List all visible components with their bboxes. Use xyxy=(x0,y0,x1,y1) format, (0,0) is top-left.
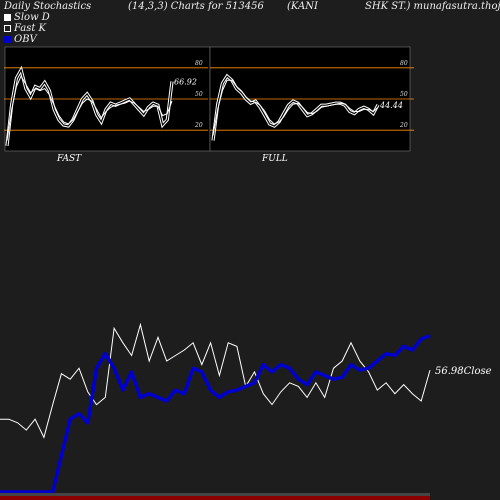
legend-slow-d: Slow D xyxy=(4,12,50,23)
company-name-start: (KANI xyxy=(287,1,318,12)
obv-swatch xyxy=(4,36,11,43)
full-last-value-label: 44.44 xyxy=(379,101,403,110)
legend-label-slow-d: Slow D xyxy=(14,12,50,23)
fast-tick-label: 80 xyxy=(195,60,203,67)
chart-params: (14,3,3) Charts for 513456 xyxy=(128,1,264,12)
close-price-label: 56.98Close xyxy=(435,366,492,377)
legend-obv: OBV xyxy=(4,34,37,45)
legend-fast-k: Fast K xyxy=(4,23,46,34)
full-series-1-line xyxy=(212,79,379,136)
fast-k-swatch xyxy=(4,25,11,32)
obv-line xyxy=(0,333,431,494)
bottom-price-bar xyxy=(0,493,430,496)
fast-series-1-line xyxy=(6,75,173,141)
bottom-volume-bar xyxy=(0,496,430,500)
company-name-rest: SHK ST.) munafasutra.thoja xyxy=(365,1,500,12)
slow-d-swatch xyxy=(4,14,11,21)
full-tick-label: 80 xyxy=(400,60,408,67)
legend-label-fast-k: Fast K xyxy=(14,23,47,34)
fast-panel-title: FAST xyxy=(56,154,82,164)
price-obv-chart: 56.98Close xyxy=(0,322,492,494)
full-tick-label: 20 xyxy=(399,122,408,129)
full-stochastic-chart: 80 50 20 44.44 FULL xyxy=(210,60,414,164)
fast-stochastic-chart: 80 50 20 66.92 FAST xyxy=(4,60,208,164)
fast-series-0-line-inner xyxy=(6,68,173,146)
fast-tick-label: 50 xyxy=(195,91,203,98)
full-series-0-line-inner xyxy=(212,75,379,141)
full-panel-title: FULL xyxy=(261,154,288,164)
chart-title: Daily Stochastics xyxy=(4,1,92,12)
fast-tick-label: 20 xyxy=(194,122,203,129)
close-price-line xyxy=(0,322,431,439)
legend-label-obv: OBV xyxy=(14,34,37,45)
fast-last-value-label: 66.92 xyxy=(174,77,197,86)
full-tick-label: 50 xyxy=(400,91,408,98)
